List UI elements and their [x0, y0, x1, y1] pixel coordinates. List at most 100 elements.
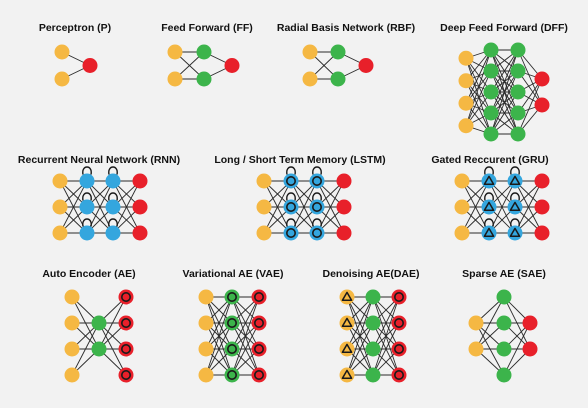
sparse-ae-node-1-3: [496, 367, 512, 383]
recurrent-neural-network-node-0-1: [52, 199, 68, 215]
long-short-term-memory-edge-0: [263, 180, 292, 234]
title-denoising-ae: Denoising AE(DAE): [322, 268, 420, 280]
variational-ae-node-1-0-ring-mark: [227, 291, 238, 302]
gated-recurrent-node-0-2: [454, 225, 470, 241]
denoising-ae-edge-0: [346, 322, 374, 376]
long-short-term-memory-node-2-0: [309, 173, 325, 189]
deep-feed-forward-node-0-1: [458, 73, 474, 89]
variational-ae-edge-0: [205, 296, 233, 350]
recurrent-neural-network-node-2-2: [105, 225, 121, 241]
long-short-term-memory-node-0-2: [256, 225, 272, 241]
deep-feed-forward-node-2-0: [510, 42, 526, 58]
gated-recurrent-node-0-1: [454, 199, 470, 215]
title-radial-basis-network: Radial Basis Network (RBF): [276, 22, 416, 34]
sparse-ae-edge-0: [475, 296, 505, 350]
auto-encoder-node-0-1: [64, 315, 80, 331]
title-perceptron: Perceptron (P): [38, 22, 112, 34]
variational-ae-node-1-3-ring-mark: [227, 369, 238, 380]
auto-encoder-node-0-3: [64, 367, 80, 383]
auto-encoder-node-2-2-ring-mark: [121, 343, 132, 354]
long-short-term-memory-node-0-0: [256, 173, 272, 189]
radial-basis-network-node-0-1: [302, 71, 318, 87]
deep-feed-forward-node-1-0: [483, 42, 499, 58]
sparse-ae-node-1-2: [496, 341, 512, 357]
feed-forward-node-1-1: [196, 71, 212, 87]
denoising-ae-node-2-1: [391, 315, 407, 331]
gated-recurrent-node-1-1-triangle-mark: [483, 201, 495, 212]
title-long-short-term-memory: Long / Short Term Memory (LSTM): [214, 154, 386, 166]
gated-recurrent-node-2-0-recurrent-loop: [510, 166, 520, 175]
perceptron-node-0-0: [54, 44, 70, 60]
deep-feed-forward-edge-1: [490, 49, 519, 93]
gated-recurrent-node-3-0: [534, 173, 550, 189]
recurrent-neural-network-node-1-2-recurrent-loop: [82, 218, 92, 227]
title-deep-feed-forward: Deep Feed Forward (DFF): [440, 22, 568, 34]
recurrent-neural-network-node-3-2: [132, 225, 148, 241]
long-short-term-memory-node-0-1: [256, 199, 272, 215]
denoising-ae-node-1-3: [365, 367, 381, 383]
sparse-ae-edge-1: [503, 322, 531, 376]
long-short-term-memory-node-2-2-recurrent-loop: [312, 218, 322, 227]
radial-basis-network-node-1-0: [330, 44, 346, 60]
recurrent-neural-network-node-1-1: [79, 199, 95, 215]
sparse-ae-node-1-0: [496, 289, 512, 305]
title-gated-recurrent: Gated Reccurent (GRU): [431, 154, 549, 166]
auto-encoder-node-2-0: [118, 289, 134, 305]
sparse-ae-node-0-0: [468, 315, 484, 331]
recurrent-neural-network-node-3-1: [132, 199, 148, 215]
variational-ae-node-0-1: [198, 315, 214, 331]
sparse-ae-node-2-0: [522, 315, 538, 331]
long-short-term-memory-node-2-0-ring-mark: [311, 176, 322, 187]
long-short-term-memory-node-1-1-ring-mark: [285, 202, 296, 213]
denoising-ae-edge-0: [346, 296, 374, 376]
recurrent-neural-network-node-2-0-recurrent-loop: [108, 166, 118, 175]
auto-encoder-edge-1: [98, 296, 127, 350]
denoising-ae-node-2-2: [391, 341, 407, 357]
gated-recurrent-node-1-0-triangle-mark: [483, 175, 495, 186]
variational-ae-node-1-1: [224, 315, 240, 331]
deep-feed-forward-edge-0: [465, 70, 492, 126]
denoising-ae-node-2-3: [391, 367, 407, 383]
long-short-term-memory-node-1-1: [283, 199, 299, 215]
gated-recurrent-node-2-1-triangle-mark: [509, 201, 521, 212]
denoising-ae-node-0-1-triangle-mark: [341, 317, 353, 328]
deep-feed-forward-edge-0: [465, 58, 492, 135]
sparse-ae-node-1-1: [496, 315, 512, 331]
deep-feed-forward-node-1-3: [483, 105, 499, 121]
long-short-term-memory-node-3-2: [336, 225, 352, 241]
recurrent-neural-network-node-0-2: [52, 225, 68, 241]
denoising-ae-node-2-3-ring-mark: [393, 369, 404, 380]
deep-feed-forward-node-2-1: [510, 63, 526, 79]
variational-ae-node-1-2-ring-mark: [227, 343, 238, 354]
variational-ae-node-2-3: [251, 367, 267, 383]
deep-feed-forward-node-1-2: [483, 84, 499, 100]
deep-feed-forward-edge-2: [517, 78, 543, 135]
denoising-ae-edge-1: [372, 322, 400, 376]
variational-ae-node-2-1-ring-mark: [254, 317, 265, 328]
sparse-ae-node-0-1: [468, 341, 484, 357]
gated-recurrent-node-2-2-recurrent-loop: [510, 218, 520, 227]
long-short-term-memory-node-1-2-ring-mark: [285, 228, 296, 239]
variational-ae-edge-1: [231, 322, 260, 376]
deep-feed-forward-node-2-2: [510, 84, 526, 100]
long-short-term-memory-node-2-1-ring-mark: [311, 202, 322, 213]
denoising-ae-node-2-0: [391, 289, 407, 305]
deep-feed-forward-node-2-4: [510, 126, 526, 142]
long-short-term-memory-node-2-2: [309, 225, 325, 241]
auto-encoder-node-2-3: [118, 367, 134, 383]
auto-encoder-edge-0: [71, 322, 100, 376]
gated-recurrent-node-3-2: [534, 225, 550, 241]
recurrent-neural-network-node-1-2: [79, 225, 95, 241]
auto-encoder-node-1-0: [91, 315, 107, 331]
denoising-ae-node-2-1-ring-mark: [393, 317, 404, 328]
variational-ae-node-0-0: [198, 289, 214, 305]
gated-recurrent-node-2-2-triangle-mark: [509, 227, 521, 238]
deep-feed-forward-edge-0: [465, 49, 492, 104]
long-short-term-memory-node-1-0-recurrent-loop: [286, 166, 296, 175]
long-short-term-memory-node-2-2-ring-mark: [311, 228, 322, 239]
deep-feed-forward-edge-0: [465, 49, 492, 126]
title-sparse-ae: Sparse AE (SAE): [462, 268, 546, 280]
feed-forward-node-2-0: [224, 58, 240, 73]
deep-feed-forward-node-0-0: [458, 50, 474, 66]
